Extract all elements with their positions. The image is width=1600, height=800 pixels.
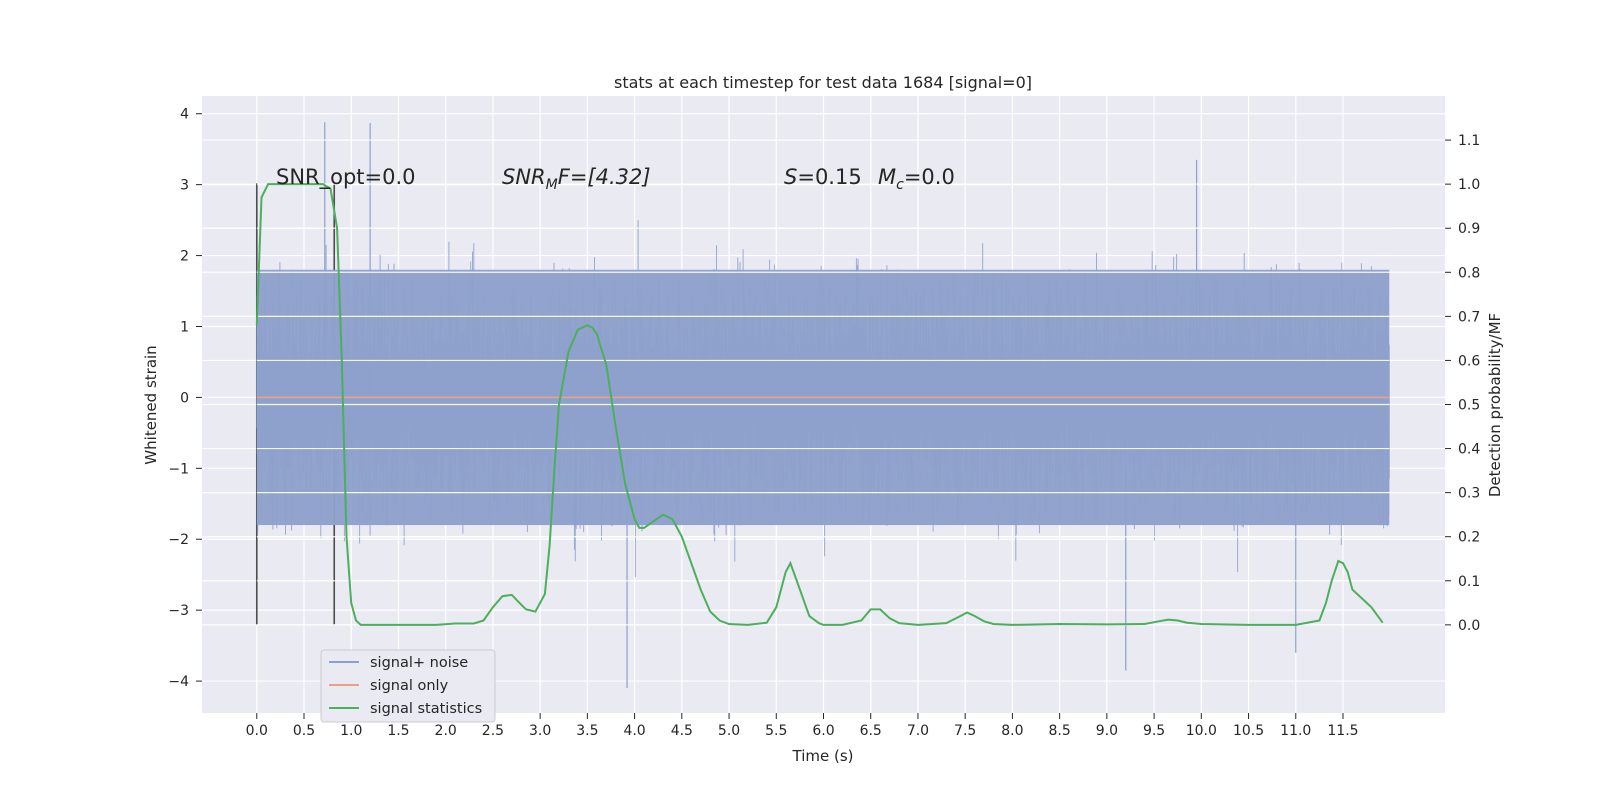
x-tick-label: 8.0 bbox=[1001, 723, 1023, 739]
y-left-tick-label: −4 bbox=[168, 674, 189, 690]
x-tick-label: 6.0 bbox=[812, 723, 834, 739]
legend: signal+ noise signal only signal statist… bbox=[320, 649, 496, 723]
y-left-tick-label: 4 bbox=[180, 107, 189, 123]
x-tick-label: 5.5 bbox=[765, 723, 787, 739]
x-tick-label: 2.5 bbox=[482, 723, 504, 739]
x-tick-label: 10.5 bbox=[1233, 723, 1264, 739]
legend-label-statistics: signal statistics bbox=[370, 701, 482, 717]
y-left-tick-labels: 4 3 2 1 0 −1 −2 −3 −4 bbox=[168, 107, 202, 690]
x-tick-label: 2.0 bbox=[435, 723, 457, 739]
y-right-tick-label: 0.0 bbox=[1458, 618, 1480, 634]
y-left-tick-label: −3 bbox=[168, 603, 189, 619]
y-left-tick-label: 0 bbox=[180, 390, 189, 406]
y-right-tick-label: 0.1 bbox=[1458, 574, 1480, 590]
x-tick-label: 9.0 bbox=[1096, 723, 1118, 739]
legend-label-signal-only: signal only bbox=[370, 678, 449, 694]
x-tick-label: 11.0 bbox=[1280, 723, 1311, 739]
x-tick-label: 8.5 bbox=[1048, 723, 1070, 739]
x-tick-label: 9.5 bbox=[1143, 723, 1165, 739]
annotation-s: S=0.15 bbox=[784, 165, 862, 189]
y-right-tick-label: 0.7 bbox=[1458, 309, 1480, 325]
x-tick-labels: 0.0 0.5 1.0 1.5 2.0 2.5 3.0 3.5 4.0 4.5 5.0 5.5 6.0 6… bbox=[246, 713, 1359, 739]
annotation-snr-mf: SNRMF=[4.32] bbox=[502, 165, 651, 193]
x-tick-label: 11.5 bbox=[1327, 723, 1358, 739]
x-tick-label: 6.5 bbox=[860, 723, 882, 739]
y-right-tick-label: 0.9 bbox=[1458, 221, 1480, 237]
y-right-tick-labels: 1.1 1.0 0.9 0.8 0.7 0.6 0.5 0.4 0.3 0.2 0.1 0.0 bbox=[1445, 133, 1480, 634]
y-right-tick-label: 0.6 bbox=[1458, 353, 1480, 369]
y-right-tick-label: 1.1 bbox=[1458, 133, 1480, 149]
y-right-tick-label: 1.0 bbox=[1458, 177, 1480, 193]
x-tick-label: 1.0 bbox=[340, 723, 362, 739]
y-left-tick-label: 3 bbox=[180, 178, 189, 194]
y-left-tick-label: −2 bbox=[168, 532, 189, 548]
x-tick-label: 3.5 bbox=[576, 723, 598, 739]
y-left-tick-label: −1 bbox=[168, 461, 189, 477]
y-right-tick-label: 0.2 bbox=[1458, 530, 1480, 546]
x-tick-label: 4.5 bbox=[671, 723, 693, 739]
x-tick-label: 0.5 bbox=[293, 723, 315, 739]
annotation-mc: Mc=0.0 bbox=[878, 165, 955, 193]
y-left-tick-label: 2 bbox=[180, 249, 189, 265]
x-tick-label: 10.0 bbox=[1186, 723, 1217, 739]
y-right-tick-label: 0.8 bbox=[1458, 265, 1480, 281]
chart-title: stats at each timestep for test data 168… bbox=[614, 73, 1032, 92]
y-left-tick-label: 1 bbox=[180, 319, 189, 335]
x-tick-label: 0.0 bbox=[246, 723, 268, 739]
legend-box bbox=[320, 649, 496, 723]
x-tick-label: 7.5 bbox=[954, 723, 976, 739]
y-right-tick-label: 0.3 bbox=[1458, 486, 1480, 502]
signal-statistics-series bbox=[255, 183, 1384, 626]
y-right-tick-label: 0.5 bbox=[1458, 398, 1480, 414]
legend-label-noise: signal+ noise bbox=[370, 655, 468, 671]
x-tick-label: 7.0 bbox=[907, 723, 929, 739]
x-tick-label: 3.0 bbox=[529, 723, 551, 739]
annotation-snr-opt: SNR_opt=0.0 bbox=[276, 165, 416, 190]
x-tick-label: 4.0 bbox=[623, 723, 645, 739]
x-tick-label: 1.5 bbox=[387, 723, 409, 739]
x-axis-label: Time (s) bbox=[792, 747, 854, 765]
y-right-tick-label: 0.4 bbox=[1458, 442, 1480, 458]
y-left-axis-label: Whitened strain bbox=[142, 345, 160, 464]
x-tick-label: 5.0 bbox=[718, 723, 740, 739]
y-right-axis-label: Detection probability/MF bbox=[1486, 313, 1504, 497]
